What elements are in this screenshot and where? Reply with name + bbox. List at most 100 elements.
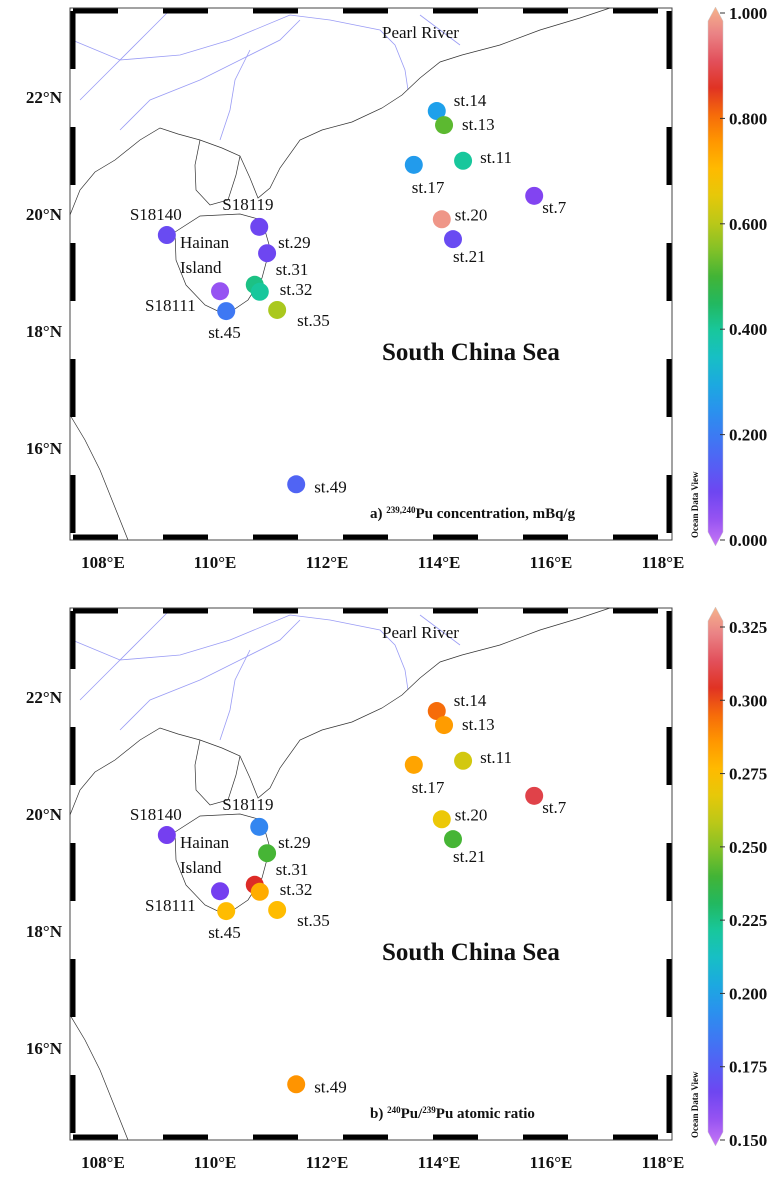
- sea-label: South China Sea: [382, 939, 560, 966]
- station-label: S18111: [145, 296, 196, 315]
- station-point: [157, 826, 176, 845]
- station-point: [432, 810, 451, 829]
- colorbar-tick-label: 0.150: [729, 1131, 767, 1150]
- station-label: S18111: [145, 896, 196, 915]
- x-tick-label: 116°E: [530, 1153, 573, 1172]
- station-label: st.32: [280, 880, 313, 899]
- station-label: S18140: [130, 805, 182, 824]
- y-tick-label: 16°N: [26, 1039, 63, 1058]
- station-label: st.20: [455, 205, 488, 224]
- station-point: [454, 751, 473, 770]
- river-line: [79, 609, 171, 701]
- island-label: Island: [180, 858, 222, 877]
- river-line: [79, 9, 171, 101]
- station-label: st.35: [297, 311, 330, 330]
- station-point: [454, 151, 473, 170]
- caption-part: a): [370, 506, 386, 522]
- map-frame: [69, 7, 673, 541]
- station-label: st.45: [208, 323, 241, 342]
- colorbar: [707, 6, 724, 547]
- x-tick-label: 116°E: [530, 553, 573, 572]
- y-tick-label: 20°N: [26, 205, 63, 224]
- island-label: Island: [180, 258, 222, 277]
- station-label: st.17: [412, 778, 445, 797]
- colorbar-tick-label: 0.225: [729, 911, 767, 930]
- station-point: [217, 902, 236, 921]
- station-label: st.21: [453, 247, 486, 266]
- station-label: st.13: [462, 715, 495, 734]
- y-tick-label: 18°N: [26, 322, 63, 341]
- station-point: [444, 230, 462, 249]
- station-label: st.45: [208, 923, 241, 942]
- station-point: [258, 244, 277, 263]
- station-point: [435, 716, 454, 735]
- odv-watermark: Ocean Data View: [690, 471, 700, 538]
- x-tick-label: 118°E: [642, 1153, 685, 1172]
- colorbar-tick-label: 0.300: [729, 691, 767, 710]
- station-point: [211, 882, 230, 901]
- station-point: [287, 475, 306, 494]
- station-point: [268, 300, 287, 319]
- river-line: [219, 649, 251, 741]
- coastline: [194, 139, 241, 206]
- station-label: st.49: [314, 1077, 347, 1096]
- x-tick-label: 114°E: [418, 553, 461, 572]
- x-tick-label: 112°E: [306, 553, 349, 572]
- station-point: [217, 302, 236, 321]
- x-tick-label: 110°E: [194, 1153, 237, 1172]
- station-point: [525, 186, 544, 205]
- island-label: Hainan: [180, 833, 230, 852]
- station-label: st.17: [412, 178, 445, 197]
- station-point: [404, 755, 423, 774]
- station-point: [250, 817, 269, 836]
- river-line: [119, 19, 301, 131]
- caption-part: Pu concentration, mBq/g: [416, 506, 576, 522]
- y-tick-label: 20°N: [26, 805, 63, 824]
- y-tick-label: 16°N: [26, 439, 63, 458]
- map-frame: [69, 607, 673, 1141]
- colorbar-tick-label: 1.000: [729, 4, 767, 23]
- colorbar: [707, 606, 724, 1147]
- x-tick-label: 108°E: [81, 1153, 125, 1172]
- coastline: [69, 1014, 129, 1141]
- station-point: [211, 282, 230, 301]
- station-point: [287, 1075, 306, 1094]
- map-panel-b: 108°E 110°E 112°E 114°E 116°E 118°E 16°N 18°N 20…: [26, 606, 767, 1172]
- river-line: [219, 49, 251, 141]
- river-line: [419, 14, 461, 46]
- colorbar-tick-label: 0.250: [729, 838, 767, 857]
- station-label: S18140: [130, 205, 182, 224]
- river-line: [71, 614, 409, 691]
- station-label: st.11: [480, 748, 512, 767]
- x-tick-label: 112°E: [306, 1153, 349, 1172]
- coastline: [69, 414, 129, 541]
- station-label: st.29: [278, 833, 311, 852]
- caption-part: Pu/: [401, 1106, 424, 1122]
- x-tick-label: 110°E: [194, 553, 237, 572]
- station-label: st.35: [297, 911, 330, 930]
- colorbar-tick-label: 0.175: [729, 1058, 767, 1077]
- station-label: st.11: [480, 148, 512, 167]
- station-label: st.14: [454, 91, 487, 110]
- station-point: [268, 900, 287, 919]
- y-tick-label: 22°N: [26, 88, 63, 107]
- station-point: [432, 210, 451, 229]
- station-point: [250, 882, 269, 901]
- station-point: [444, 830, 462, 849]
- station-label: st.14: [454, 691, 487, 710]
- colorbar-tick-label: 0.600: [729, 215, 767, 234]
- colorbar-tick-label: 0.200: [729, 426, 767, 445]
- station-point: [404, 155, 423, 174]
- caption-part: Pu atomic ratio: [436, 1106, 535, 1122]
- station-label: st.31: [276, 260, 309, 279]
- caption-part: 239: [422, 1105, 436, 1115]
- coastline: [69, 607, 611, 816]
- caption-part: 239,240: [386, 505, 416, 515]
- colorbar-tick-label: 0.000: [729, 531, 767, 550]
- station-point: [250, 282, 269, 301]
- colorbar-tick-label: 0.275: [729, 765, 767, 784]
- sea-label: South China Sea: [382, 339, 560, 366]
- colorbar-tick-label: 0.400: [729, 320, 767, 339]
- station-label: S18119: [222, 195, 273, 214]
